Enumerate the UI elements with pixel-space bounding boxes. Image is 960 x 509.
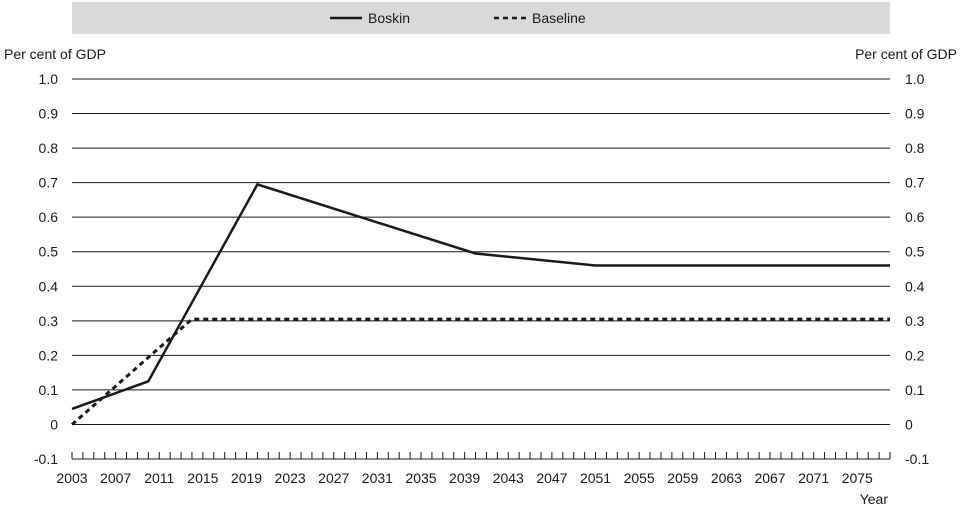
x-tick-label-2055: 2055 <box>624 470 655 486</box>
x-tick-label-2075: 2075 <box>842 470 873 486</box>
y-tick-left-0-2: 0.2 <box>39 347 59 363</box>
y-tick-right-0-6: 0.6 <box>905 209 925 225</box>
y-tick-right-0: 0 <box>905 416 913 432</box>
x-tick-label-2023: 2023 <box>275 470 306 486</box>
y-axis-title-right: Per cent of GDP <box>855 46 957 62</box>
legend-background <box>72 2 890 34</box>
x-tick-label-2071: 2071 <box>798 470 829 486</box>
y-tick-right-0-1: 0.1 <box>905 382 925 398</box>
x-axis: 2003 2007 2011 2015 2019 2023 2027 2031 2035 2039… <box>56 452 891 486</box>
legend-label-boskin: Boskin <box>368 10 410 26</box>
x-tick-label-2031: 2031 <box>362 470 393 486</box>
x-tick-label-2047: 2047 <box>536 470 567 486</box>
x-tick-label-2011: 2011 <box>144 470 174 486</box>
gridlines <box>72 78 890 425</box>
y-tick-right-0-5: 0.5 <box>905 244 925 260</box>
y-tick-left-0-1: 0.1 <box>39 382 59 398</box>
y-tick-right-0-3: 0.3 <box>905 313 925 329</box>
x-axis-title: Year <box>860 491 889 507</box>
y-tick-left-0-9: 0.9 <box>39 106 59 122</box>
series-line-baseline <box>71 317 890 426</box>
x-tick-label-2035: 2035 <box>405 470 436 486</box>
y-tick-left-0-4: 0.4 <box>39 278 59 294</box>
y-tick-left-0-3: 0.3 <box>39 313 59 329</box>
y-tick-left-0-7: 0.7 <box>39 175 59 191</box>
x-tick-label-2007: 2007 <box>100 470 131 486</box>
y-tick-right-0-9: 0.9 <box>905 106 925 122</box>
series-line-boskin <box>71 182 890 411</box>
y-axis-title-left: Per cent of GDP <box>4 46 106 62</box>
y-tick-labels-left: 1.0 0.9 0.8 0.7 0.6 0.5 0.4 0.3 0.2 0.1 0 -0.1 <box>34 71 58 467</box>
x-tick-label-2067: 2067 <box>754 470 785 486</box>
y-tick-left-minus-0-1: -0.1 <box>34 451 58 467</box>
x-tick-label-2039: 2039 <box>449 470 480 486</box>
y-tick-right-0-2: 0.2 <box>905 347 925 363</box>
x-tick-label-2059: 2059 <box>667 470 698 486</box>
y-tick-left-0-8: 0.8 <box>39 140 59 156</box>
series-layer <box>71 182 890 426</box>
y-tick-left-1-0: 1.0 <box>39 71 59 87</box>
legend-label-baseline: Baseline <box>532 10 586 26</box>
y-tick-labels-right: 1.0 0.9 0.8 0.7 0.6 0.5 0.4 0.3 0.2 0.1 0 -0.1 <box>905 71 929 467</box>
x-tick-label-2063: 2063 <box>711 470 742 486</box>
y-tick-left-0-6: 0.6 <box>39 209 59 225</box>
y-tick-right-0-7: 0.7 <box>905 175 925 191</box>
y-tick-left-0-5: 0.5 <box>39 244 59 260</box>
y-tick-right-1-0: 1.0 <box>905 71 925 87</box>
x-tick-label-2015: 2015 <box>187 470 218 486</box>
x-tick-label-2003: 2003 <box>56 470 87 486</box>
y-tick-right-0-8: 0.8 <box>905 140 925 156</box>
legend: Boskin Baseline <box>330 10 586 26</box>
x-tick-label-2027: 2027 <box>318 470 349 486</box>
y-tick-left-0: 0 <box>50 416 58 432</box>
y-tick-right-minus-0-1: -0.1 <box>905 451 929 467</box>
y-tick-right-0-4: 0.4 <box>905 278 925 294</box>
x-tick-label-2043: 2043 <box>493 470 524 486</box>
x-tick-label-2019: 2019 <box>231 470 262 486</box>
x-tick-label-2051: 2051 <box>580 470 611 486</box>
